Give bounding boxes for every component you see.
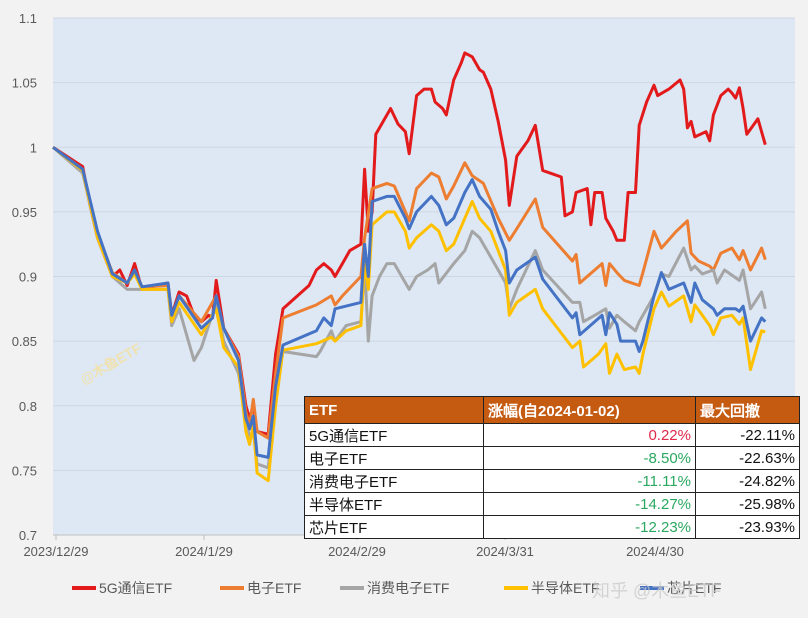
zhihu-watermark: 知乎 @木鱼ETF bbox=[592, 581, 722, 601]
x-axis: 2023/12/29 2024/1/29 2024/2/29 2024/3/31 202… bbox=[23, 534, 795, 559]
x-tick-label: 2024/4/30 bbox=[626, 544, 684, 559]
drawdown-value: -23.93% bbox=[695, 515, 800, 539]
change-value: -12.23% bbox=[483, 515, 696, 539]
y-tick-label: 0.7 bbox=[19, 528, 37, 543]
header-etf: ETF bbox=[304, 396, 484, 424]
y-tick-label: 0.8 bbox=[19, 399, 37, 414]
legend-item-5g: 5G通信ETF bbox=[72, 578, 172, 598]
header-drawdown: 最大回撤 bbox=[695, 396, 800, 424]
drawdown-value: -24.82% bbox=[695, 469, 800, 493]
table-row: 5G通信ETF 0.22% -22.11% bbox=[304, 423, 800, 447]
y-tick-label: 0.9 bbox=[19, 270, 37, 285]
legend-label: 5G通信ETF bbox=[99, 580, 173, 596]
change-value: 0.22% bbox=[483, 423, 696, 447]
x-tick-label: 2024/1/29 bbox=[175, 544, 233, 559]
table-row: 电子ETF -8.50% -22.63% bbox=[304, 446, 800, 470]
legend-item-chip: 芯片ETF bbox=[640, 578, 721, 598]
legend-label: 半导体ETF bbox=[531, 580, 600, 596]
chart-legend: 5G通信ETF 电子ETF 消费电子ETF 半导体ETF 芯片ETF bbox=[0, 578, 808, 604]
y-tick-label: 1 bbox=[30, 140, 37, 155]
series-line bbox=[52, 51, 767, 436]
legend-swatch bbox=[340, 586, 364, 590]
change-value: -11.11% bbox=[483, 469, 696, 493]
x-tick-label: 2024/3/31 bbox=[476, 544, 534, 559]
legend-label: 电子ETF bbox=[247, 580, 302, 596]
legend-swatch bbox=[220, 586, 244, 590]
change-value: -14.27% bbox=[483, 492, 696, 516]
etf-name: 电子ETF bbox=[304, 446, 484, 470]
series-lines bbox=[52, 51, 767, 483]
y-axis: 1.1 1.05 1 0.95 0.9 0.85 0.8 0.75 0.7 bbox=[12, 11, 37, 543]
legend-swatch bbox=[72, 586, 96, 590]
x-tick-label: 2023/12/29 bbox=[23, 544, 88, 559]
y-tick-label: 0.95 bbox=[12, 205, 37, 220]
etf-name: 消费电子ETF bbox=[304, 469, 484, 493]
table-row: 半导体ETF -14.27% -25.98% bbox=[304, 492, 800, 516]
y-tick-label: 0.85 bbox=[12, 334, 37, 349]
etf-name: 5G通信ETF bbox=[304, 423, 484, 447]
legend-item-consumer-electronics: 消费电子ETF bbox=[340, 578, 449, 598]
legend-label: 消费电子ETF bbox=[367, 580, 450, 596]
legend-swatch bbox=[640, 586, 664, 590]
performance-table: ETF 涨幅(自2024-01-02) 最大回撤 5G通信ETF 0.22% -22… bbox=[304, 396, 800, 539]
drawdown-value: -22.11% bbox=[695, 423, 800, 447]
legend-item-semiconductor: 半导体ETF bbox=[504, 578, 599, 598]
change-value: -8.50% bbox=[483, 446, 696, 470]
x-tick-label: 2024/2/29 bbox=[328, 544, 386, 559]
etf-name: 芯片ETF bbox=[304, 515, 484, 539]
header-change: 涨幅(自2024-01-02) bbox=[483, 396, 696, 424]
series-line bbox=[52, 146, 766, 483]
y-tick-label: 0.75 bbox=[12, 463, 37, 478]
table-header-row: ETF 涨幅(自2024-01-02) 最大回撤 bbox=[304, 396, 800, 424]
drawdown-value: -22.63% bbox=[695, 446, 800, 470]
legend-label: 芯片ETF bbox=[667, 580, 722, 596]
y-tick-label: 1.05 bbox=[12, 76, 37, 91]
etf-name: 半导体ETF bbox=[304, 492, 484, 516]
table-row: 消费电子ETF -11.11% -24.82% bbox=[304, 469, 800, 493]
y-tick-label: 1.1 bbox=[19, 11, 37, 26]
table-row: 芯片ETF -12.23% -23.93% bbox=[304, 515, 800, 539]
legend-item-electronics: 电子ETF bbox=[220, 578, 301, 598]
series-line bbox=[52, 146, 767, 459]
legend-swatch bbox=[504, 586, 528, 590]
drawdown-value: -25.98% bbox=[695, 492, 800, 516]
